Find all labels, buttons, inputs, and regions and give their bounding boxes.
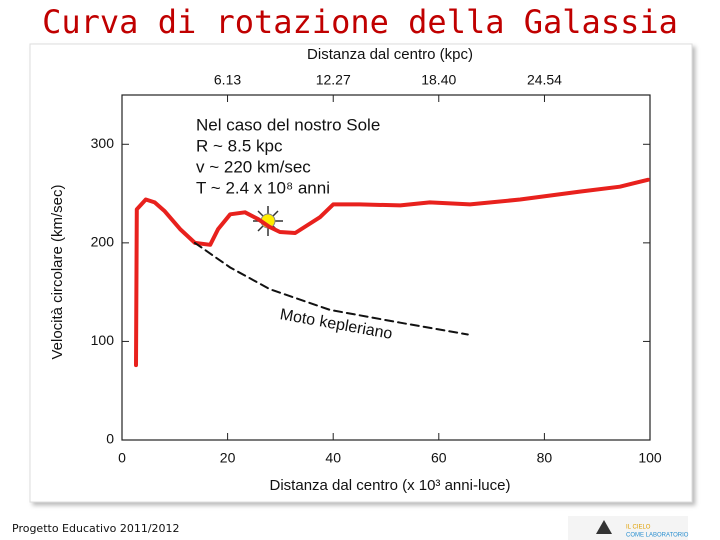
dashed-line bbox=[193, 241, 469, 336]
y-tick-label: 100 bbox=[91, 332, 115, 348]
x-tick-label: 80 bbox=[537, 450, 553, 466]
x-tick-label: 60 bbox=[431, 450, 447, 466]
x-tick-label: 40 bbox=[325, 450, 341, 466]
y-tick-label: 0 bbox=[106, 431, 114, 447]
annotation: T ~ 2.4 x 10⁸ anni bbox=[196, 178, 330, 197]
y-axis-label: Velocità circolare (km/sec) bbox=[49, 184, 66, 359]
logo: IL CIELO COME LABORATORIO bbox=[568, 516, 689, 540]
y-tick-label: 300 bbox=[91, 135, 115, 151]
x-tick-label: 20 bbox=[220, 450, 236, 466]
x2-axis-label: Distanza dal centro (kpc) bbox=[307, 46, 473, 63]
annotation: v ~ 220 km/sec bbox=[196, 157, 311, 176]
annotation: Nel caso del nostro Sole bbox=[196, 115, 380, 134]
plot-border bbox=[121, 94, 651, 441]
line bbox=[134, 177, 650, 368]
x-tick-label: 100 bbox=[638, 450, 662, 466]
logo-text: COME LABORATORIO bbox=[626, 533, 689, 539]
y-tick-label: 200 bbox=[91, 234, 115, 250]
x2-tick-label: 24.54 bbox=[527, 72, 562, 88]
x-axis-label: Distanza dal centro (x 10³ anni-luce) bbox=[270, 477, 511, 494]
x2-tick-label: 12.27 bbox=[316, 72, 351, 88]
logo-text: IL CIELO bbox=[626, 525, 651, 531]
footer: Progetto Educativo 2011/2012 bbox=[12, 522, 180, 535]
x2-tick-label: 18.40 bbox=[421, 72, 456, 88]
chart-title: Curva di rotazione della Galassia bbox=[42, 3, 678, 41]
x-tick-label: 0 bbox=[118, 450, 126, 466]
chart-frame bbox=[29, 43, 693, 503]
x2-tick-label: 6.13 bbox=[214, 72, 241, 88]
annotation: R ~ 8.5 kpc bbox=[196, 136, 283, 155]
